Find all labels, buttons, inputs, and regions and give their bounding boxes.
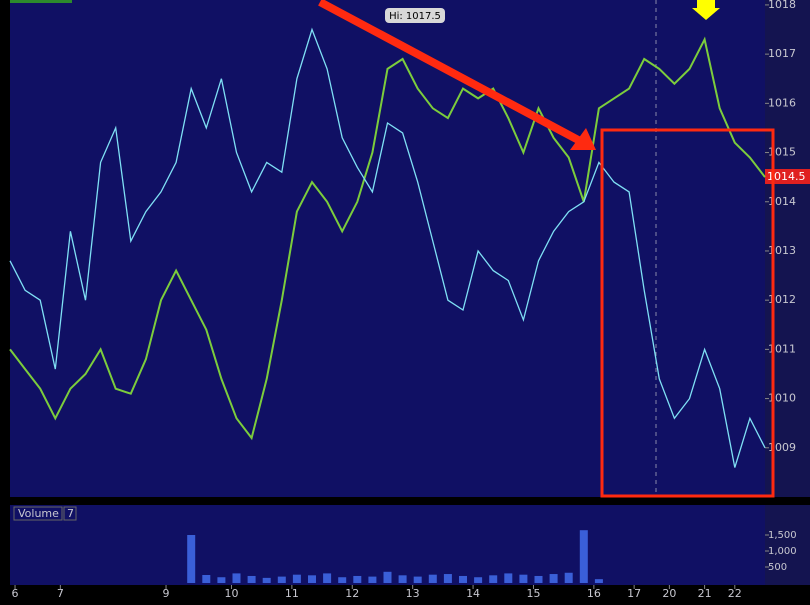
volume-bar — [338, 577, 347, 583]
volume-bar — [549, 574, 558, 583]
last-price-tag — [765, 169, 810, 184]
x-tick-label: 21 — [698, 587, 712, 600]
price-panel — [10, 0, 765, 497]
volume-bar — [474, 577, 483, 583]
x-tick-label: 16 — [587, 587, 601, 600]
y-tick-label: 1015 — [768, 146, 796, 159]
last-price-label: 1014.5 — [767, 170, 806, 183]
x-tick-label: 22 — [728, 587, 742, 600]
y-tick-label: 1017 — [768, 47, 796, 60]
x-tick-label: 13 — [406, 587, 420, 600]
x-tick-label: 15 — [526, 587, 540, 600]
highlight-box — [600, 128, 775, 498]
volume-bar — [564, 572, 573, 583]
high-label: Hi: 1017.5 — [389, 11, 441, 22]
volume-bar — [323, 573, 332, 583]
x-tick-label: 17 — [627, 587, 641, 600]
y-tick-label: 1018 — [768, 0, 796, 11]
volume-bar — [413, 576, 422, 583]
trend-arrow-head — [570, 128, 596, 150]
volume-tick-label: 1,500 — [768, 530, 797, 541]
y-tick-label: 1011 — [768, 342, 796, 355]
volume-bar — [262, 577, 271, 583]
volume-bar — [232, 573, 241, 583]
volume-bar — [217, 577, 226, 583]
volume-bar — [519, 574, 528, 583]
y-tick-label: 1014 — [768, 195, 796, 208]
series-line — [9, 36, 766, 441]
x-tick-label: 20 — [662, 587, 676, 600]
corner-tag — [10, 0, 72, 3]
x-tick-label: 10 — [224, 587, 238, 600]
volume-bar — [504, 573, 513, 583]
volume-period-box — [63, 506, 77, 521]
x-tick-label: 12 — [345, 587, 359, 600]
volume-period: 7 — [67, 507, 74, 520]
volume-bar — [489, 575, 498, 583]
volume-bar — [428, 574, 437, 583]
volume-panel — [10, 505, 765, 585]
volume-bar — [594, 579, 603, 583]
volume-bar — [459, 575, 467, 583]
y-tick-label: 1016 — [768, 96, 796, 109]
series-line — [9, 27, 766, 468]
x-tick-label: 9 — [163, 587, 170, 600]
volume-bar — [534, 575, 543, 583]
volume-bar — [187, 535, 196, 583]
volume-title-box — [13, 506, 63, 521]
volume-bar — [443, 574, 452, 583]
trend-arrow — [318, 0, 584, 146]
marker-arrow — [692, 0, 720, 20]
volume-axis — [765, 505, 810, 585]
volume-bar — [308, 575, 316, 583]
volume-bar — [277, 576, 286, 583]
x-tick-label: 11 — [285, 587, 299, 600]
overlay — [318, 0, 775, 498]
volume-bar — [579, 530, 588, 583]
volume-tick-label: 1,000 — [768, 546, 797, 557]
y-tick-label: 1010 — [768, 392, 796, 405]
y-tick-label: 1013 — [768, 244, 796, 257]
y-tick-label: 1009 — [768, 441, 796, 454]
y-tick-label: 1012 — [768, 293, 796, 306]
volume-bar — [353, 575, 362, 583]
volume-bar — [383, 571, 392, 583]
volume-title: Volume — [18, 507, 59, 520]
volume-bar — [247, 575, 256, 583]
x-tick-label: 7 — [57, 587, 64, 600]
high-tag — [385, 8, 445, 23]
volume-bar — [368, 576, 377, 583]
volume-bar — [292, 574, 301, 583]
x-tick-label: 14 — [466, 587, 480, 600]
volume-tick-label: 500 — [768, 562, 787, 573]
volume-bar — [398, 575, 407, 583]
x-tick-label: 6 — [12, 587, 19, 600]
volume-bar — [202, 575, 211, 583]
